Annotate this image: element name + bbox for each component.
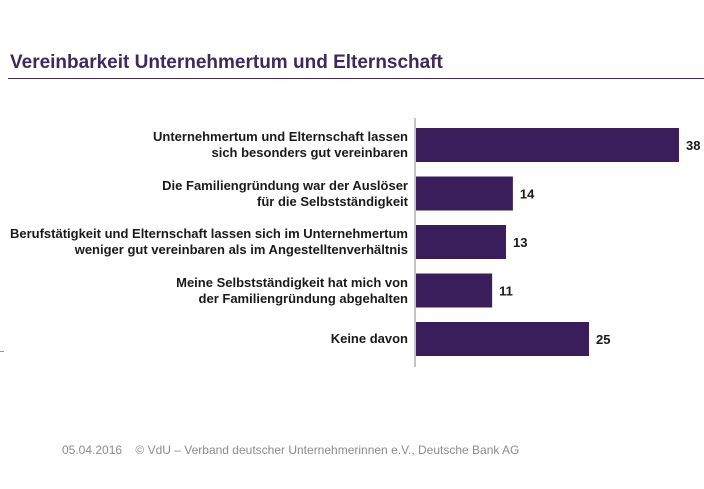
bar-1: [416, 176, 513, 211]
bar-0: [416, 128, 679, 162]
data-label-3: 11: [499, 284, 513, 299]
category-label-4: Keine davon: [330, 331, 408, 346]
footer-source: © VdU – Verband deutscher Unternehmerinn…: [135, 443, 520, 457]
category-label-2: Berufstätigkeit und Elternschaft lassen …: [9, 226, 408, 257]
title-divider: [8, 78, 704, 79]
data-label-4: 25: [596, 332, 610, 347]
data-label-2: 13: [513, 235, 527, 250]
chart-title: Vereinbarkeit Unternehmertum und Elterns…: [10, 52, 443, 73]
category-label-3: Meine Selbstständigkeit hat mich von der…: [176, 274, 408, 306]
category-label-0: Unternehmertum und Elternschaft lassen s…: [153, 129, 408, 160]
category-label-1: Die Familiengründung war der Auslöser fü…: [162, 177, 408, 209]
footer-date: 05.04.2016: [62, 443, 123, 457]
bar-3: [416, 273, 493, 308]
edge-tick: [0, 351, 4, 352]
data-label-0: 38: [686, 138, 700, 153]
bar-2: [416, 225, 506, 259]
bar-4: [416, 322, 590, 356]
data-label-1: 14: [520, 187, 535, 202]
footer: 05.04.2016 © VdU – Verband deutscher Unt…: [62, 443, 529, 457]
